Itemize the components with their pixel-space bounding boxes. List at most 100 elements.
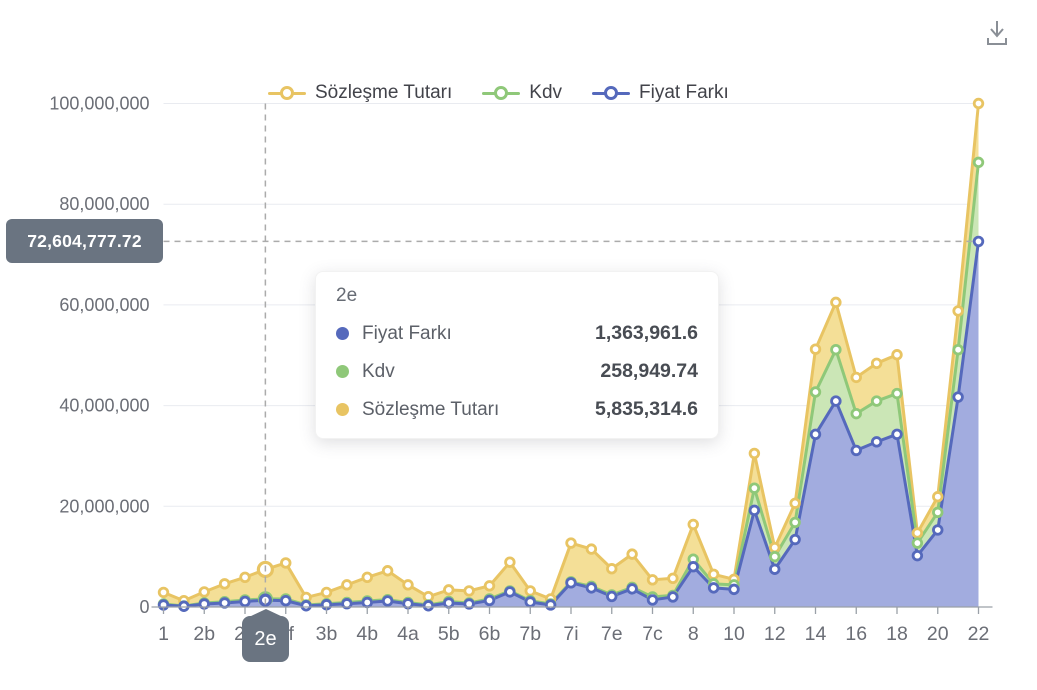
x-axis-label: 5b	[438, 623, 460, 645]
point-fiyat-farki[interactable]	[626, 583, 638, 595]
point-fiyat-farki[interactable]	[524, 596, 536, 608]
point-fiyat-farki[interactable]	[565, 577, 577, 589]
y-axis-label: 0	[139, 597, 149, 617]
point-sozlesme-tutari[interactable]	[443, 584, 455, 596]
point-sozlesme-tutari[interactable]	[402, 579, 414, 591]
download-button[interactable]	[981, 16, 1013, 50]
point-fiyat-farki[interactable]	[361, 596, 373, 609]
point-kdv[interactable]	[911, 537, 924, 549]
legend-item-fiyat-farki[interactable]: Fiyat Farkı	[592, 82, 729, 104]
point-sozlesme-tutari[interactable]	[830, 296, 842, 309]
point-sozlesme-tutari[interactable]	[870, 357, 883, 370]
point-sozlesme-tutari[interactable]	[667, 572, 679, 585]
point-fiyat-farki[interactable]	[687, 561, 699, 573]
point-fiyat-farki[interactable]	[422, 600, 435, 612]
point-fiyat-farki[interactable]	[728, 583, 740, 596]
point-kdv[interactable]	[809, 386, 822, 398]
point-fiyat-farki[interactable]	[504, 586, 516, 598]
tooltip-title: 2e	[336, 285, 358, 306]
point-fiyat-farki[interactable]	[789, 533, 801, 546]
point-sozlesme-tutari[interactable]	[565, 537, 577, 549]
point-sozlesme-tutari[interactable]	[748, 447, 761, 460]
point-fiyat-farki[interactable]	[667, 591, 679, 603]
point-sozlesme-tutari[interactable]	[218, 578, 231, 590]
point-fiyat-farki[interactable]	[239, 595, 251, 608]
point-kdv[interactable]	[870, 395, 883, 407]
point-sozlesme-tutari[interactable]	[320, 586, 333, 599]
point-sozlesme-tutari[interactable]	[687, 518, 699, 531]
point-fiyat-farki[interactable]	[606, 590, 618, 603]
point-sozlesme-tutari[interactable]	[280, 557, 292, 569]
point-fiyat-farki[interactable]	[932, 524, 944, 536]
x-axis-label: 1	[158, 623, 169, 645]
point-sozlesme-tutari[interactable]	[789, 497, 801, 509]
point-fiyat-farki[interactable]	[178, 600, 190, 612]
point-fiyat-farki[interactable]	[483, 594, 496, 607]
point-fiyat-farki[interactable]	[218, 597, 231, 609]
point-kdv[interactable]	[952, 344, 964, 356]
point-fiyat-farki[interactable]	[544, 599, 557, 611]
point-fiyat-farki[interactable]	[443, 597, 455, 609]
point-fiyat-farki[interactable]	[463, 598, 475, 610]
point-fiyat-farki[interactable]	[870, 436, 883, 448]
point-fiyat-farki[interactable]	[341, 598, 353, 610]
point-fiyat-farki[interactable]	[707, 582, 720, 594]
series-dot-icon	[336, 365, 349, 378]
point-sozlesme-tutari[interactable]	[911, 527, 924, 539]
point-kdv[interactable]	[972, 156, 985, 169]
point-sozlesme-tutari[interactable]	[972, 97, 985, 110]
point-fiyat-farki[interactable]	[830, 395, 842, 407]
point-sozlesme-tutari[interactable]	[483, 580, 496, 592]
point-sozlesme-tutari[interactable]	[585, 543, 598, 555]
point-fiyat-farki[interactable]	[646, 594, 659, 606]
point-sozlesme-tutari[interactable]	[646, 574, 659, 586]
point-fiyat-farki[interactable]	[891, 428, 903, 440]
point-fiyat-farki[interactable]	[850, 444, 862, 457]
point-sozlesme-tutari[interactable]	[952, 305, 964, 317]
point-fiyat-farki[interactable]	[972, 235, 985, 248]
legend-item-sozlesme-tutari[interactable]: Sözleşme Tutarı	[268, 82, 452, 104]
x-axis-label: 18	[886, 623, 908, 645]
point-fiyat-farki[interactable]	[769, 563, 781, 575]
point-sozlesme-tutari[interactable]	[769, 541, 781, 554]
point-fiyat-farki[interactable]	[381, 595, 394, 607]
point-sozlesme-tutari[interactable]	[932, 491, 944, 503]
point-kdv[interactable]	[748, 482, 761, 494]
point-sozlesme-tutari[interactable]	[524, 585, 536, 597]
point-kdv[interactable]	[789, 516, 801, 529]
point-sozlesme-tutari[interactable]	[606, 563, 618, 575]
point-fiyat-farki[interactable]	[280, 595, 292, 607]
point-fiyat-farki[interactable]	[300, 600, 312, 612]
point-sozlesme-tutari[interactable]	[239, 571, 251, 583]
legend-item-kdv[interactable]: Kdv	[482, 82, 562, 104]
point-sozlesme-tutari[interactable]	[850, 371, 862, 384]
point-sozlesme-tutari[interactable]	[504, 556, 516, 568]
point-fiyat-farki[interactable]	[911, 549, 924, 562]
y-axis-label: 40,000,000	[59, 396, 149, 416]
point-kdv[interactable]	[932, 506, 944, 519]
point-kdv[interactable]	[850, 407, 862, 420]
point-sozlesme-tutari[interactable]	[157, 586, 170, 599]
x-axis-label: 10	[723, 623, 745, 645]
point-sozlesme-tutari[interactable]	[341, 579, 353, 591]
point-sozlesme-tutari[interactable]	[463, 585, 475, 597]
point-fiyat-farki[interactable]	[585, 582, 598, 594]
point-sozlesme-tutari[interactable]	[361, 571, 373, 583]
point-kdv[interactable]	[891, 387, 903, 400]
point-kdv[interactable]	[769, 550, 781, 563]
point-fiyat-farki[interactable]	[952, 391, 964, 403]
point-sozlesme-tutari[interactable]	[626, 548, 638, 560]
point-sozlesme-tutari[interactable]	[381, 565, 394, 577]
point-sozlesme-tutari[interactable]	[809, 343, 822, 355]
point-sozlesme-tutari[interactable]	[198, 586, 210, 598]
x-axis-label: 8	[688, 623, 699, 645]
point-sozlesme-tutari[interactable]	[891, 349, 903, 361]
point-fiyat-farki[interactable]	[809, 428, 822, 440]
point-kdv[interactable]	[830, 344, 842, 356]
x-axis-label: 6b	[479, 623, 501, 645]
tooltip-series-value: 5,835,314.6	[594, 398, 698, 420]
point-fiyat-farki[interactable]	[748, 504, 761, 517]
point-sozlesme-tutari[interactable]	[707, 568, 720, 580]
tooltip-series-name: Sözleşme Tutarı	[362, 398, 500, 420]
